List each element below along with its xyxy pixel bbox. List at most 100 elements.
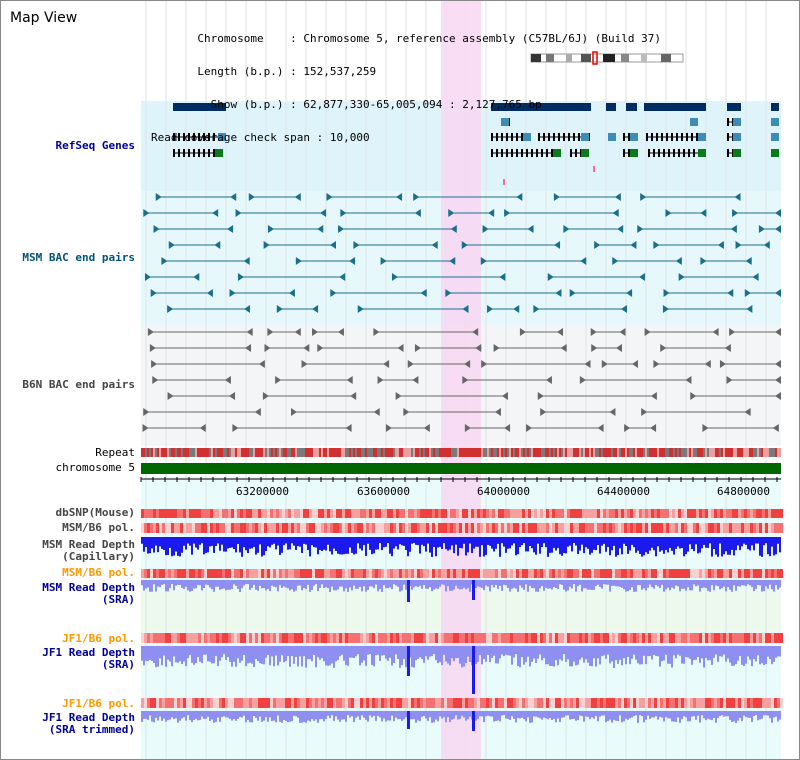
read-depth-bar — [143, 646, 145, 666]
polymorphism-cell — [183, 509, 186, 518]
read-depth-bar — [723, 537, 725, 555]
read-depth-bar — [585, 580, 587, 589]
read-depth-bar — [209, 711, 211, 721]
read-depth-bar — [527, 646, 529, 657]
polymorphism-cell — [177, 569, 180, 578]
read-depth-bar — [205, 646, 207, 655]
read-depth-bar — [751, 711, 753, 722]
polymorphism-cell — [585, 523, 588, 533]
read-depth-bar — [409, 537, 411, 552]
read-depth-bar — [175, 537, 177, 552]
jf1-pol2-track-label[interactable]: JF1/B6 pol. — [62, 697, 135, 710]
read-depth-bar — [413, 646, 415, 668]
read-depth-bar — [263, 580, 265, 589]
repeat-segment — [581, 448, 583, 457]
read-depth-bar — [423, 537, 425, 547]
repeat-segment — [191, 448, 193, 457]
b6n-bac-pair-end — [772, 424, 779, 432]
polymorphism-cell — [147, 509, 150, 518]
polymorphism-cell — [684, 509, 687, 518]
jf1-pol-track-label[interactable]: JF1/B6 pol. — [62, 632, 135, 645]
read-depth-bar — [143, 711, 145, 719]
polymorphism-cell — [402, 523, 405, 533]
axis-tick-label: 64000000 — [477, 485, 530, 498]
repeat-segment — [147, 448, 149, 457]
dbsnp-track-label[interactable]: dbSNP(Mouse) — [55, 506, 135, 519]
read-depth-bar — [659, 580, 661, 589]
polymorphism-cell — [546, 633, 549, 643]
polymorphism-cell — [747, 509, 750, 518]
polymorphism-cell — [462, 523, 465, 533]
read-depth-bar — [559, 646, 561, 660]
read-depth-bar — [571, 646, 573, 667]
polymorphism-cell — [657, 509, 660, 518]
polymorphism-cell — [705, 633, 708, 643]
polymorphism-cell — [771, 633, 774, 643]
read-depth-bar — [625, 580, 627, 592]
polymorphism-cell — [174, 633, 177, 643]
jf1-depth-label-1[interactable]: JF1 Read Depth — [42, 646, 135, 659]
msm-depth-cap-label-1[interactable]: MSM Read Depth — [42, 538, 135, 551]
refseq-exon — [215, 149, 223, 157]
polymorphism-cell — [174, 698, 177, 708]
read-depth-bar — [675, 711, 677, 722]
read-depth-bar — [269, 646, 271, 666]
polymorphism-cell — [435, 509, 438, 518]
msm-pol2-track-label[interactable]: MSM/B6 pol. — [62, 566, 135, 579]
read-depth-bar — [635, 580, 637, 592]
polymorphism-cell — [276, 509, 279, 518]
b6n-bac-pair-end — [472, 328, 479, 336]
polymorphism-cell — [423, 698, 426, 708]
read-depth-bar — [181, 580, 183, 588]
polymorphism-cell — [444, 509, 447, 518]
read-depth-bar — [487, 580, 489, 587]
ideogram-band — [546, 54, 554, 62]
msm-bac-pair-end — [330, 289, 337, 297]
read-depth-bar — [655, 580, 657, 585]
msm-bac-track-label[interactable]: MSM BAC end pairs — [22, 251, 135, 264]
read-depth-bar — [417, 580, 419, 588]
b6n-bac-track-label[interactable]: B6N BAC end pairs — [22, 378, 135, 391]
polymorphism-cell — [438, 509, 441, 518]
repeat-segment — [315, 448, 317, 457]
refseq-track-label[interactable]: RefSeq Genes — [55, 139, 135, 152]
read-depth-bar — [769, 646, 771, 660]
repeat-segment — [433, 448, 435, 457]
polymorphism-cell — [540, 698, 543, 708]
polymorphism-cell — [669, 523, 672, 533]
read-depth-bar — [651, 711, 653, 718]
polymorphism-cell — [153, 509, 156, 518]
polymorphism-cell — [321, 633, 324, 643]
read-depth-bar — [739, 711, 741, 718]
polymorphism-cell — [216, 569, 219, 578]
read-depth-bar — [631, 646, 633, 659]
read-depth-bar — [705, 580, 707, 589]
read-depth-bar — [333, 711, 335, 721]
read-depth-bar — [775, 580, 777, 586]
repeat-segment — [355, 448, 357, 457]
msm-pol-track-label[interactable]: MSM/B6 pol. — [62, 521, 135, 534]
b6n-bac-pair-end — [254, 408, 261, 416]
repeat-segment — [443, 448, 445, 457]
polymorphism-cell — [396, 698, 399, 708]
read-depth-bar — [419, 646, 421, 658]
repeat-segment — [703, 448, 705, 457]
read-depth-bar — [265, 537, 267, 552]
read-depth-bar — [589, 537, 591, 555]
read-depth-bar — [237, 711, 239, 719]
polymorphism-cell — [750, 633, 753, 643]
read-depth-bar — [305, 580, 307, 590]
read-depth-bar — [743, 711, 745, 716]
polymorphism-cell — [624, 633, 627, 643]
polymorphism-cell — [312, 523, 315, 533]
read-depth-bar — [347, 646, 349, 666]
msm-depth-sra-label-1[interactable]: MSM Read Depth — [42, 581, 135, 594]
read-depth-bar — [321, 580, 323, 585]
polymorphism-cell — [270, 509, 273, 518]
read-depth-bar — [181, 711, 183, 719]
jf1-trim-label-1[interactable]: JF1 Read Depth — [42, 711, 135, 724]
repeat-segment — [659, 448, 661, 457]
read-depth-bar — [317, 580, 319, 592]
refseq-exon — [698, 133, 706, 141]
read-depth-bar — [493, 537, 495, 552]
